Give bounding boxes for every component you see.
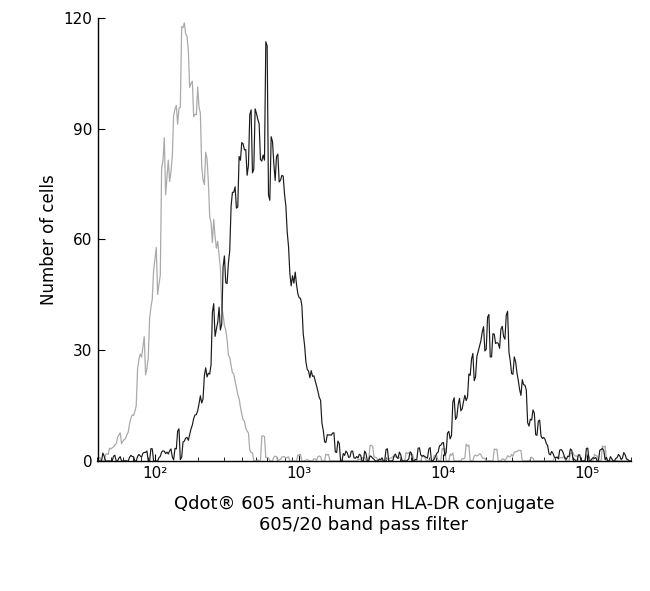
X-axis label: Qdot® 605 anti-human HLA-DR conjugate
605/20 band pass filter: Qdot® 605 anti-human HLA-DR conjugate 60… [174,495,554,534]
Y-axis label: Number of cells: Number of cells [40,174,58,305]
